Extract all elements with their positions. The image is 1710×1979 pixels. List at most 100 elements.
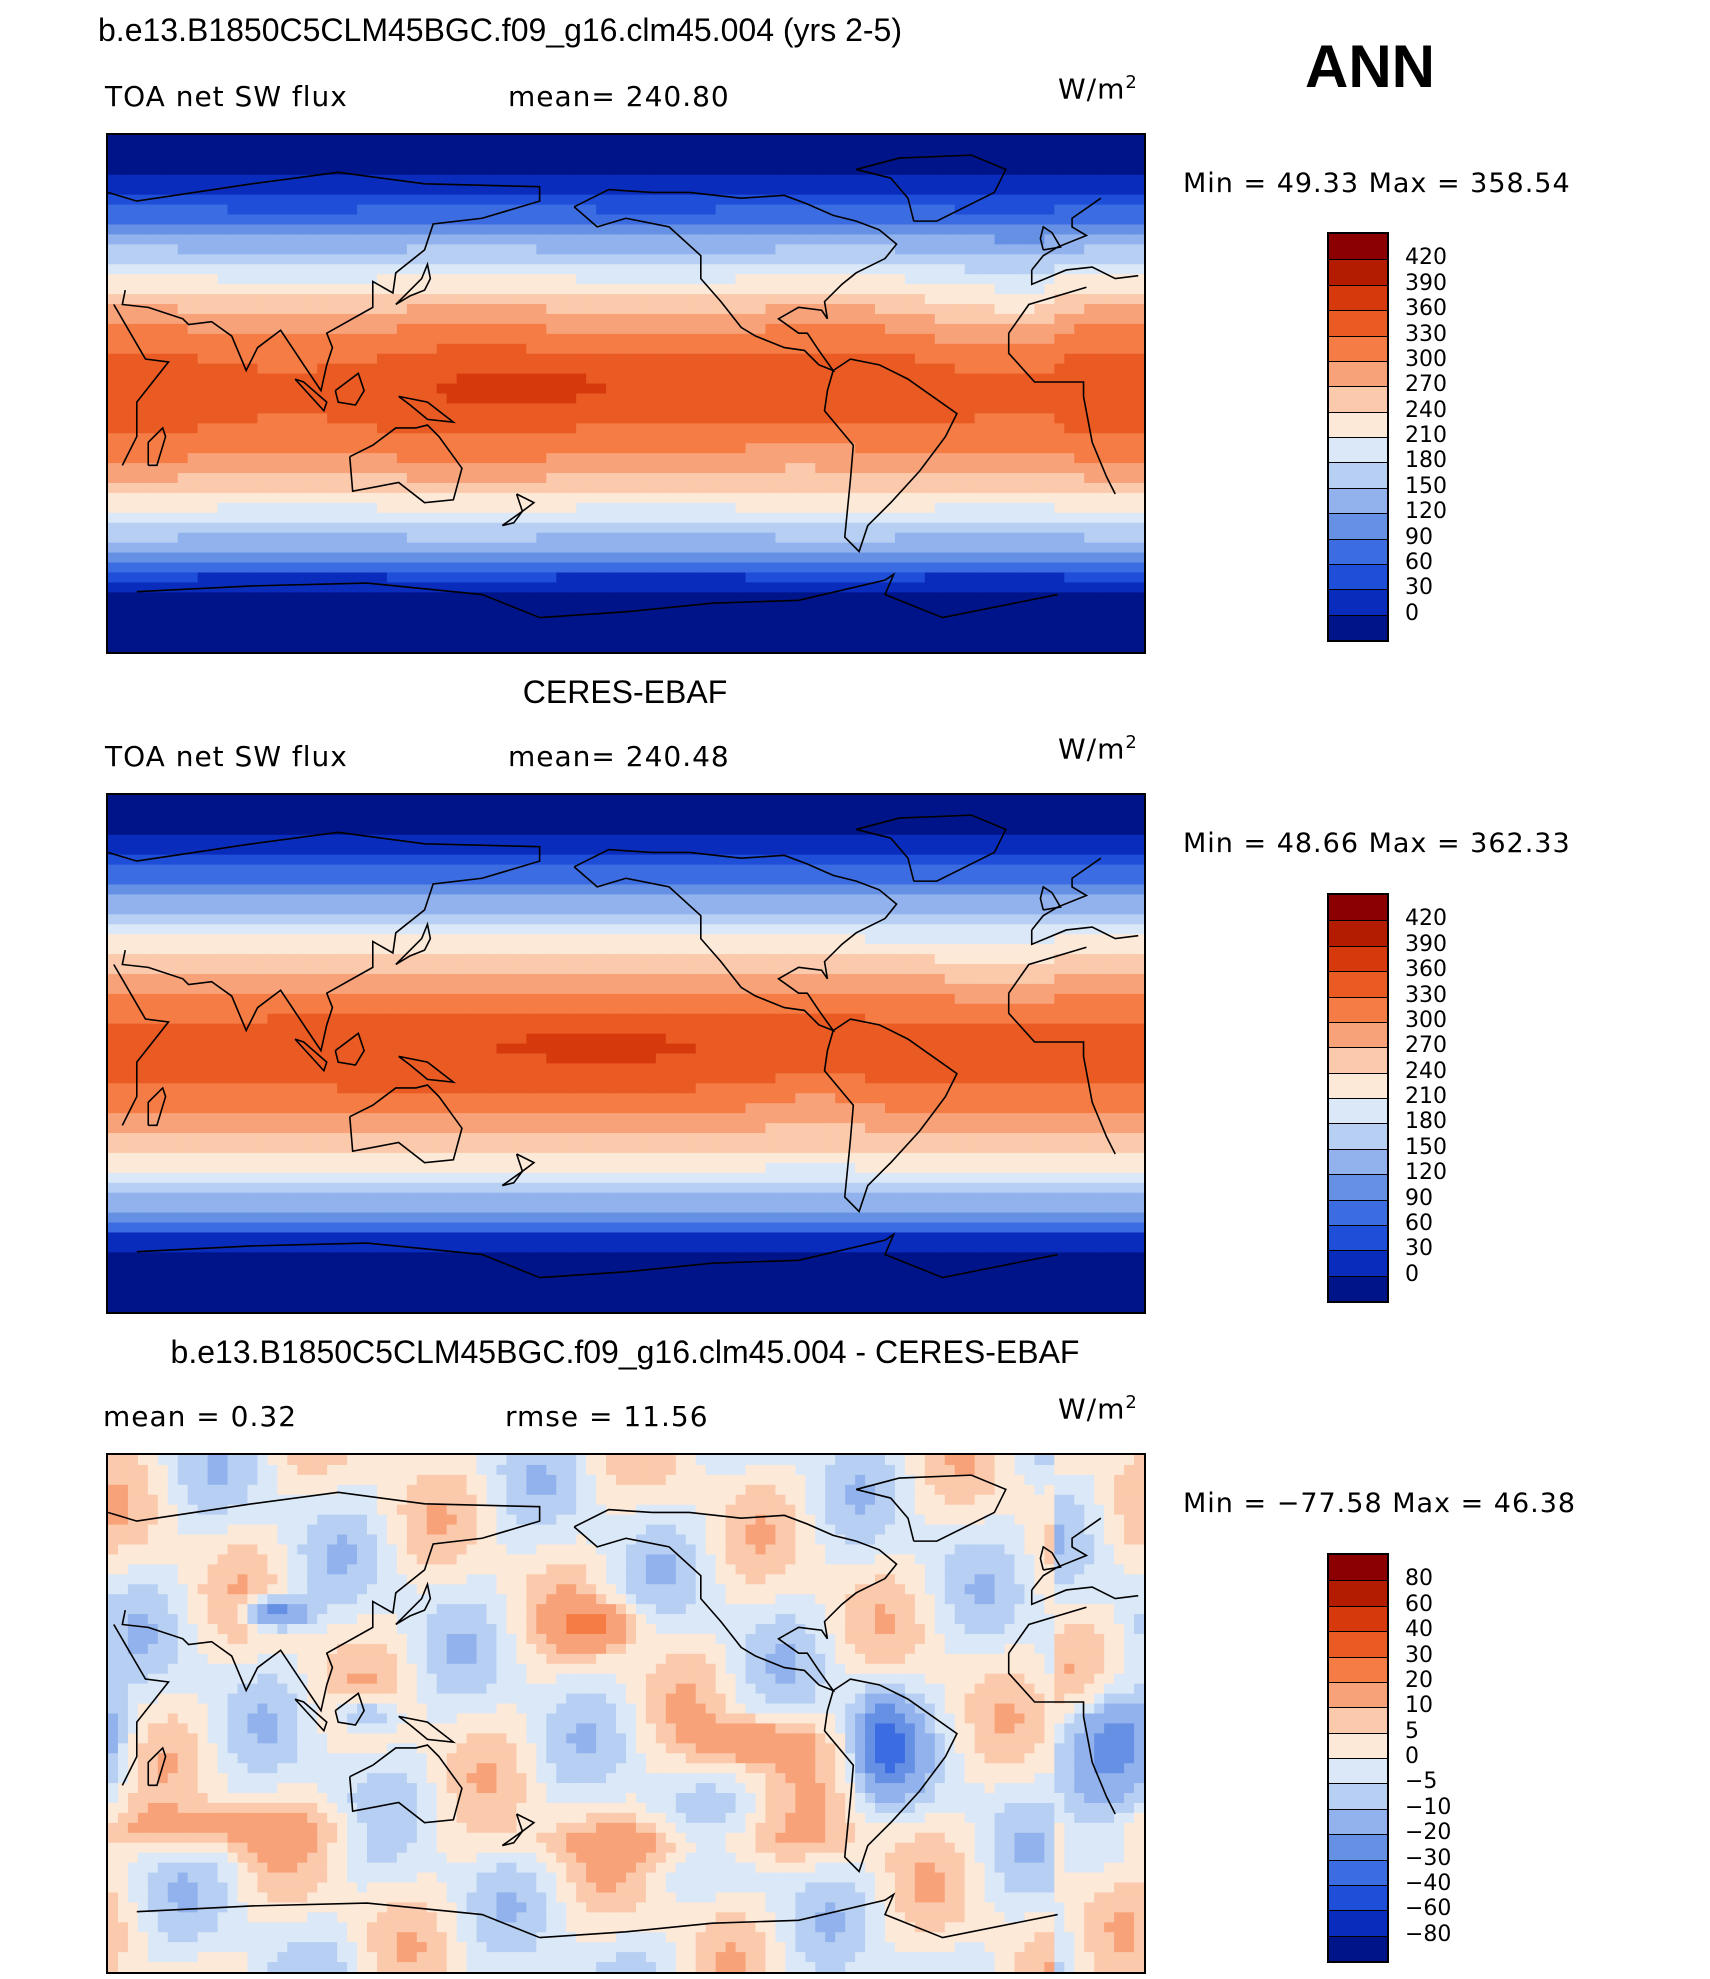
field-cell: [606, 194, 617, 206]
field-cell: [1024, 383, 1036, 395]
field-cell: [635, 353, 647, 365]
field-cell: [376, 194, 388, 206]
field-cell: [207, 234, 219, 245]
field-cell: [735, 323, 747, 335]
field-cell: [1124, 204, 1135, 216]
field-cell: [187, 184, 199, 196]
field-cell: [546, 453, 557, 464]
field-cell: [1084, 453, 1095, 464]
field-cell: [964, 403, 976, 414]
field-cell: [1024, 453, 1036, 464]
field-cell: [267, 313, 278, 325]
field-cell: [685, 403, 697, 414]
field-cell: [456, 313, 468, 325]
field-cell: [715, 532, 727, 544]
field-cell: [815, 343, 826, 355]
field-cell: [227, 184, 239, 196]
field-cell: [426, 482, 438, 494]
field-cell: [436, 264, 448, 275]
field-cell: [815, 294, 826, 305]
field-cell: [237, 542, 249, 554]
field-cell: [894, 284, 906, 295]
field-cell: [596, 244, 607, 255]
field-cell: [277, 463, 288, 474]
field-cell: [785, 164, 796, 176]
field-cell: [675, 353, 687, 365]
field-cell: [994, 443, 1006, 454]
field-cell: [536, 482, 547, 494]
field-cell: [297, 294, 308, 305]
field-cell: [476, 224, 488, 236]
field-cell: [894, 532, 906, 544]
field-cell: [386, 284, 398, 295]
field-cell: [1044, 482, 1055, 494]
field-cell: [516, 204, 527, 216]
field-cell: [267, 423, 278, 434]
field-cell: [257, 582, 268, 593]
field-cell: [805, 522, 816, 534]
field-cell: [875, 532, 886, 544]
field-cell: [307, 164, 318, 176]
field-cell: [596, 274, 607, 285]
field-cell: [127, 373, 139, 385]
field-cell: [795, 234, 806, 245]
field-cell: [1114, 234, 1125, 245]
field-cell: [984, 174, 996, 186]
field-cell: [1044, 542, 1055, 554]
field-cell: [1094, 562, 1105, 574]
field-cell: [645, 343, 657, 355]
field-cell: [466, 572, 478, 584]
field-cell: [715, 443, 727, 454]
field-cell: [715, 154, 727, 166]
field-cell: [1094, 144, 1105, 156]
field-cell: [386, 274, 398, 285]
field-cell: [885, 313, 896, 325]
field-cell: [1054, 542, 1065, 554]
field-cell: [357, 373, 368, 385]
field-cell: [715, 363, 727, 375]
field-cell: [994, 403, 1006, 414]
field-cell: [984, 403, 996, 414]
field-cell: [516, 234, 527, 245]
field-cell: [556, 473, 567, 484]
field-cell: [386, 542, 398, 554]
field-cell: [416, 423, 428, 434]
field-cell: [904, 274, 916, 285]
field-cell: [117, 224, 129, 236]
field-cell: [1104, 164, 1115, 176]
field-cell: [1044, 413, 1055, 424]
field-cell: [586, 174, 597, 186]
field-cell: [695, 473, 707, 484]
field-cell: [297, 592, 308, 603]
field-cell: [954, 423, 966, 434]
field-cell: [227, 323, 239, 335]
field-cell: [875, 592, 886, 603]
field-cell: [137, 542, 149, 554]
field-cell: [665, 552, 677, 564]
field-cell: [347, 582, 358, 593]
field-cell: [516, 164, 527, 176]
field-cell: [1074, 274, 1085, 285]
field-cell: [376, 463, 388, 474]
field-cell: [845, 532, 856, 544]
field-cell: [745, 592, 757, 603]
field-cell: [795, 552, 806, 564]
field-cell: [994, 154, 1006, 166]
field-cell: [1064, 274, 1075, 285]
field-cell: [446, 443, 458, 454]
field-cell: [406, 502, 418, 514]
field-cell: [227, 522, 239, 534]
field-cell: [496, 592, 508, 603]
field-cell: [695, 304, 707, 315]
field-cell: [855, 294, 866, 305]
field-cell: [994, 552, 1006, 564]
field-cell: [177, 254, 189, 265]
field-cell: [1084, 304, 1095, 315]
field-cell: [855, 512, 866, 524]
field-cell: [934, 482, 946, 494]
field-cell: [1034, 473, 1045, 484]
field-cell: [426, 373, 438, 385]
field-cell: [994, 244, 1006, 255]
field-cell: [317, 224, 328, 236]
field-cell: [367, 194, 378, 206]
